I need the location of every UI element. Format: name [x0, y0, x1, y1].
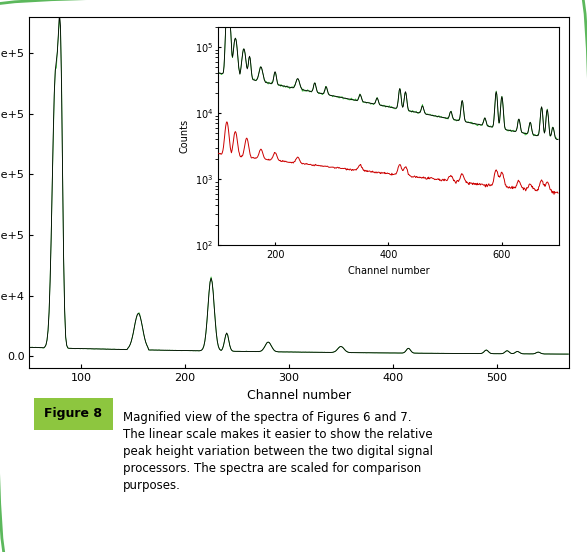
Text: Figure 8: Figure 8 [45, 407, 102, 421]
X-axis label: Channel number: Channel number [247, 389, 352, 402]
Text: Magnified view of the spectra of Figures 6 and 7.
The linear scale makes it easi: Magnified view of the spectra of Figures… [123, 411, 433, 492]
